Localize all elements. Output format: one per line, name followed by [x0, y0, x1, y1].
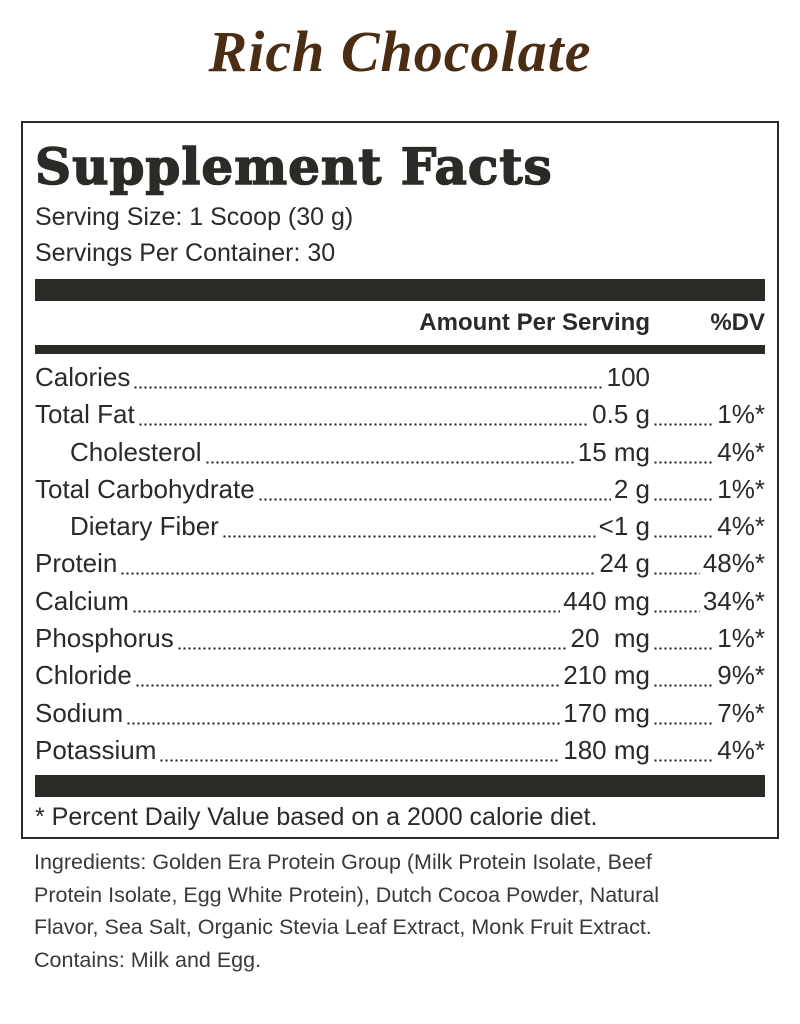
nutrient-amount: 15 mg	[577, 436, 650, 467]
dot-leader	[653, 694, 715, 732]
daily-value: 4%*	[717, 511, 765, 542]
dv-cell	[650, 359, 765, 396]
nutrient-name: Sodium	[35, 697, 124, 728]
column-headers: Amount Per Serving %DV	[35, 301, 765, 345]
nutrient-row: Dietary Fiber <1 g 4%*	[35, 508, 765, 546]
ingredient-line: Flavor, Sea Salt, Organic Stevia Leaf Ex…	[34, 915, 652, 939]
ingredient-line: Contains: Milk and Egg.	[34, 947, 262, 972]
dot-leader	[653, 433, 715, 471]
dot-leader	[126, 694, 561, 732]
daily-value: 9%*	[717, 660, 765, 691]
daily-value: 4%*	[717, 436, 765, 467]
facts-content: Supplement Facts Serving Size: 1 Scoop (…	[34, 123, 765, 837]
nutrient-name: Calcium	[35, 585, 129, 616]
dot-leader	[134, 657, 561, 695]
facts-panel: Supplement Facts Serving Size: 1 Scoop (…	[21, 121, 779, 839]
dv-cell: 7%*	[650, 694, 765, 732]
dot-leader	[653, 396, 715, 434]
nutrient-name: Chloride	[35, 660, 132, 691]
dot-leader	[257, 470, 611, 509]
dot-leader	[653, 545, 700, 583]
nutrient-row: Cholesterol 15 mg 4%*	[35, 433, 765, 471]
dv-cell: 34%*	[650, 582, 765, 621]
nutrient-row: Calories 100	[35, 359, 765, 397]
nutrient-row: Chloride 210 mg 9%*	[35, 657, 765, 695]
dv-cell: 4%*	[650, 731, 765, 770]
dv-cell: 1%*	[650, 470, 765, 509]
dv-cell: 4%*	[650, 508, 765, 546]
dot-leader	[176, 620, 568, 658]
daily-value: 1%*	[717, 399, 765, 430]
dot-leader	[653, 470, 715, 509]
nutrient-amount: 20 mg	[570, 623, 651, 654]
serving-size: Serving Size: 1 Scoop (30 g)	[35, 203, 354, 231]
ingredients: Ingredients: Golden Era Protein Group (M…	[34, 846, 659, 976]
footnote: * Percent Daily Value based on a 2000 ca…	[35, 803, 598, 832]
dv-cell: 1%*	[650, 620, 765, 658]
dot-leader	[221, 508, 596, 546]
nutrient-name: Protein	[35, 548, 118, 579]
nutrient-name: Calories	[35, 362, 131, 392]
nutrient-amount: 440 mg	[563, 585, 650, 616]
panel-heading: Supplement Facts	[34, 136, 553, 197]
divider	[35, 775, 765, 798]
nutrient-rows: Calories 100 Total Fat 0.5 g 1%* Cholesterol 1…	[35, 359, 765, 770]
dv-cell: 48%*	[650, 545, 765, 583]
daily-value: 1%*	[717, 473, 765, 504]
nutrient-row: Total Carbohydrate 2 g 1%*	[35, 470, 765, 509]
nutrient-amount: <1 g	[598, 511, 650, 542]
nutrient-row: Potassium 180 mg 4%*	[35, 731, 765, 770]
nutrient-row: Sodium 170 mg 7%*	[35, 694, 765, 732]
daily-value: 48%*	[702, 548, 765, 579]
dot-leader	[159, 731, 561, 770]
daily-value: 34%*	[702, 585, 765, 616]
nutrient-name: Total Fat	[35, 399, 135, 430]
dv-cell: 4%*	[650, 433, 765, 471]
nutrient-name: Phosphorus	[35, 623, 174, 654]
daily-value: 4%*	[717, 734, 765, 765]
nutrient-name: Dietary Fiber	[70, 511, 219, 542]
dv-header: %DV	[710, 309, 765, 336]
dot-leader	[120, 545, 597, 583]
nutrient-row: Phosphorus 20 mg 1%*	[35, 620, 765, 658]
nutrient-amount: 100	[606, 362, 650, 392]
dv-cell: 1%*	[650, 396, 765, 434]
dot-leader	[204, 433, 575, 471]
dot-leader	[653, 620, 715, 658]
ingredient-line: Ingredients: Golden Era Protein Group (M…	[34, 850, 652, 874]
daily-value: 7%*	[717, 697, 765, 728]
nutrient-row: Protein 24 g 48%*	[35, 545, 765, 583]
dv-cell: 9%*	[650, 657, 765, 695]
dot-leader	[653, 657, 715, 695]
nutrient-row: Total Fat 0.5 g 1%*	[35, 396, 765, 434]
nutrient-amount: 0.5 g	[592, 399, 650, 430]
amount-header: Amount Per Serving	[419, 309, 650, 336]
nutrient-amount: 24 g	[599, 548, 650, 579]
nutrient-amount: 180 mg	[563, 734, 650, 765]
divider	[35, 279, 765, 301]
dot-leader	[653, 508, 715, 546]
dot-leader	[137, 396, 590, 434]
daily-value: 1%*	[717, 623, 765, 654]
ingredient-line: Protein Isolate, Egg White Protein), Dut…	[34, 882, 660, 907]
dot-leader	[653, 731, 715, 770]
nutrient-amount: 2 g	[613, 473, 650, 504]
product-title: Rich Chocolate	[208, 19, 592, 84]
dot-leader	[653, 582, 700, 621]
nutrient-amount: 170 mg	[563, 697, 650, 728]
nutrient-name: Cholesterol	[70, 436, 202, 467]
servings-per-container: Servings Per Container: 30	[35, 239, 336, 267]
nutrient-name: Total Carbohydrate	[35, 473, 255, 504]
nutrient-amount: 210 mg	[563, 660, 650, 691]
nutrient-row: Calcium 440 mg 34%*	[35, 582, 765, 621]
divider	[35, 345, 765, 354]
dot-leader	[131, 582, 561, 621]
dot-leader	[133, 359, 604, 397]
nutrient-name: Potassium	[35, 734, 157, 765]
